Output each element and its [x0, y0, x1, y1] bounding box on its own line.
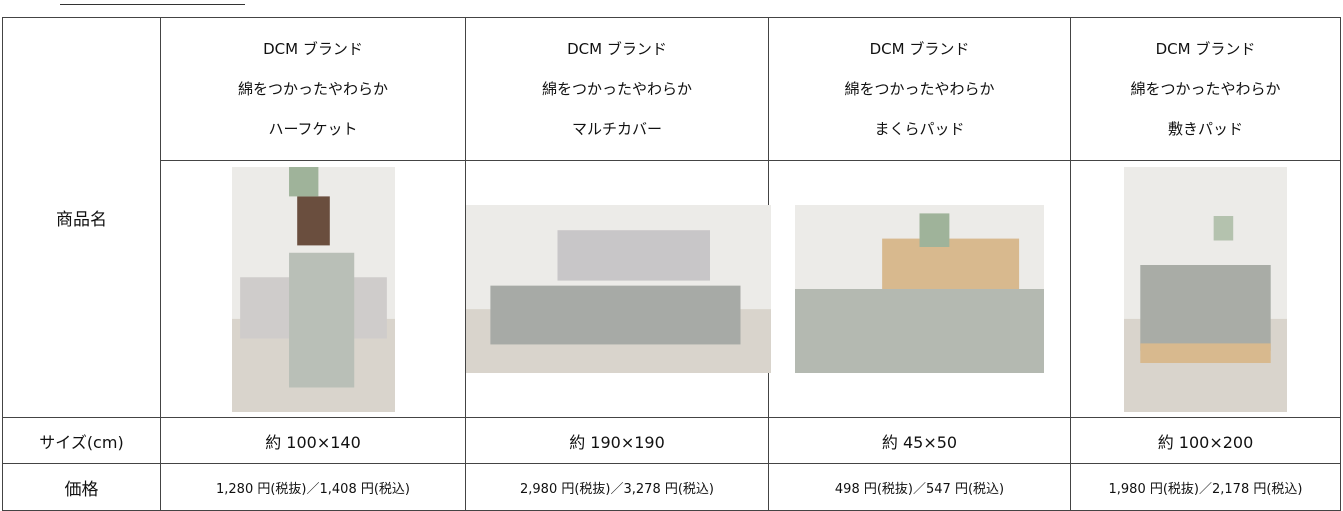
product-name-line: DCM ブランド [567, 40, 667, 58]
product-name-line: DCM ブランド [263, 40, 363, 58]
price-cell: 1,280 円(税抜)／1,408 円(税込) [160, 463, 466, 511]
product-table: 商品名 DCM ブランド 綿をつかったやわらか ハーフケット DCM ブランド 綿をつかっ… [2, 17, 1341, 511]
size-cell: 約 100×140 [160, 417, 466, 464]
product-name-line: まくらパッド [874, 120, 965, 138]
product-name-cell: DCM ブランド綿をつかったやわらか マルチカバー [465, 17, 769, 161]
price-cell: 2,980 円(税抜)／3,278 円(税込) [465, 463, 769, 511]
size-cell: 約 100×200 [1070, 417, 1341, 464]
image-cell [160, 160, 466, 418]
product-name-line: ハーフケット [268, 120, 358, 138]
row-label: 価格 [2, 463, 161, 511]
product-photo [466, 205, 771, 373]
product-photo [795, 205, 1044, 373]
product-name-line: 綿をつかったやわらか [844, 80, 995, 98]
product-name-line: 敷きパッド [1167, 120, 1243, 138]
product-photo [1124, 166, 1287, 412]
image-cell [1070, 160, 1341, 418]
product-name-line: マルチカバー [571, 120, 662, 138]
size-cell: 約 190×190 [465, 417, 769, 464]
product-photo [231, 166, 395, 412]
product-name-line: 綿をつかったやわらか [1130, 80, 1281, 98]
product-name-cell: DCM ブランド綿をつかったやわらか ハーフケット [160, 17, 466, 161]
row-label: サイズ(cm) [2, 417, 161, 464]
product-name-cell: DCM ブランド綿をつかったやわらか まくらパッド [768, 17, 1071, 161]
product-name-line: 綿をつかったやわらか [541, 80, 692, 98]
product-name-cell: DCM ブランド綿をつかったやわらか 敷きパッド [1070, 17, 1341, 161]
heading-underline [60, 4, 245, 5]
product-name-line: 綿をつかったやわらか [237, 80, 388, 98]
price-cell: 498 円(税抜)／547 円(税込) [768, 463, 1071, 511]
image-cell [465, 160, 771, 418]
row-label: 商品名 [2, 17, 161, 418]
product-name-line: DCM ブランド [869, 40, 970, 58]
image-cell [768, 160, 1071, 418]
price-cell: 1,980 円(税抜)／2,178 円(税込) [1070, 463, 1341, 511]
product-name-line: DCM ブランド [1155, 40, 1256, 58]
size-cell: 約 45×50 [768, 417, 1071, 464]
